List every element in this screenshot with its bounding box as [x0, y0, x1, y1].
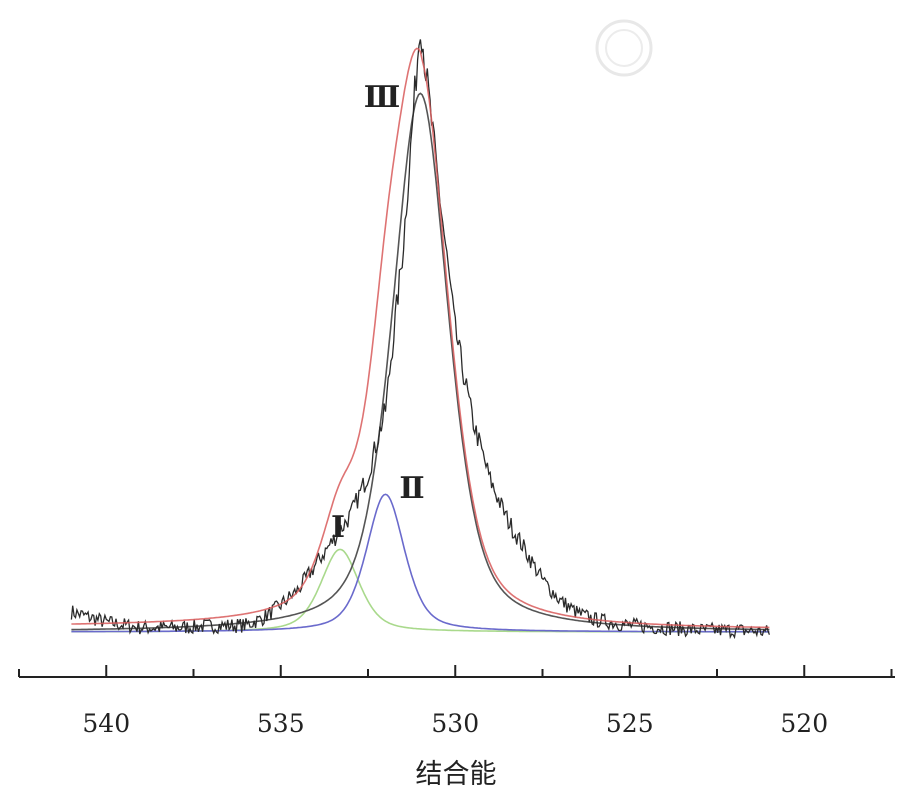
- fit-envelope-line: [71, 47, 770, 629]
- x-axis-title: 结合能: [416, 759, 497, 790]
- x-axis: 540 535 530 525 520: [18, 665, 895, 738]
- component-ii-curve: [71, 493, 770, 633]
- watermark-seal-icon: [595, 19, 653, 77]
- watermark: [595, 19, 653, 77]
- x-tick-label: 525: [606, 709, 654, 738]
- peak-label-iii: Ⅲ: [364, 81, 401, 114]
- watermark-seal-inner: [605, 29, 643, 67]
- component-iii-curve: [71, 92, 770, 631]
- raw-spectrum-line: [70, 39, 771, 640]
- x-tick-label: 540: [82, 709, 130, 738]
- peak-label-ii: Ⅱ: [399, 472, 424, 505]
- peak-label-i: Ⅰ: [331, 511, 345, 544]
- plot-area: [70, 39, 771, 640]
- x-tick-label: 520: [780, 709, 828, 738]
- x-tick-label: 535: [257, 709, 305, 738]
- component-i-curve: [71, 548, 770, 633]
- x-tick-label: 530: [431, 709, 479, 738]
